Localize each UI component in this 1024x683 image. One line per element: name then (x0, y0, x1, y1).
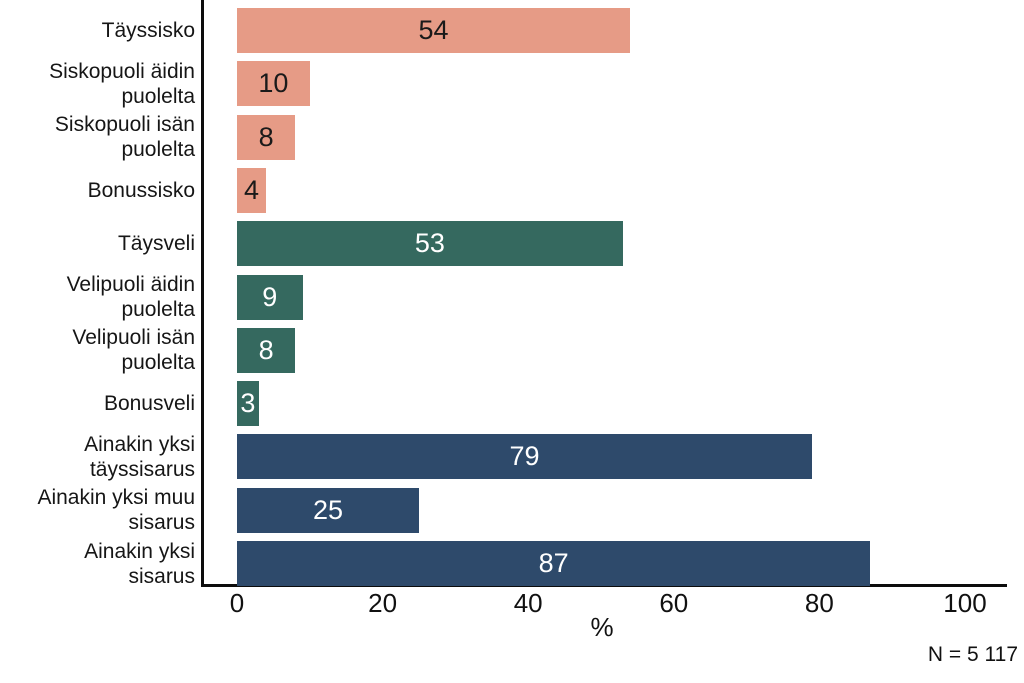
y-axis-line (201, 0, 204, 587)
bar (237, 114, 296, 160)
bar-value-label: 54 (418, 15, 449, 45)
sample-size-note: N = 5 117 (927, 643, 1018, 666)
bar (237, 167, 267, 213)
bar (237, 221, 623, 267)
bar-value-label: 3 (240, 388, 256, 419)
bar-value-label: 87 (538, 548, 569, 578)
bar-value-label: 79 (509, 441, 540, 472)
x-axis-title: % (590, 612, 614, 642)
bar (237, 8, 631, 53)
x-tick-label: 80 (804, 588, 834, 618)
category-label: Siskopuoli isän puolelta (54, 113, 195, 162)
category-label: Velipuoli isän puolelta (72, 326, 195, 375)
bar-value-label: 4 (244, 174, 260, 205)
bar (237, 61, 310, 107)
bar-value-label: 8 (258, 334, 274, 365)
bar-value-label: 10 (258, 68, 289, 99)
bar (237, 434, 813, 480)
bar-value-label: 9 (262, 281, 278, 312)
category-label: Bonussisko (87, 178, 195, 202)
bar (237, 327, 296, 373)
x-tick-label: 20 (368, 588, 398, 618)
category-label: Siskopuoli äidin puolelta (49, 59, 195, 108)
x-tick-label: 60 (659, 588, 689, 618)
x-tick-label: 40 (513, 588, 543, 618)
x-tick-label: 100 (943, 588, 987, 618)
bar (237, 274, 303, 320)
category-label: Ainakin yksi täyssisarus (84, 432, 195, 481)
bar (237, 541, 871, 586)
category-label: Velipuoli äidin puolelta (66, 273, 195, 321)
category-label: Ainakin yksi sisarus (84, 539, 195, 588)
bar (237, 487, 419, 533)
bar-value-label: 53 (414, 228, 445, 259)
bar-value-label: 25 (312, 494, 344, 525)
category-label: Täysveli (117, 232, 195, 256)
bar-value-label: 8 (258, 121, 274, 152)
category-label: Bonusveli (103, 392, 195, 416)
x-tick-label: 0 (229, 588, 245, 618)
category-label: Ainakin yksi muu sisarus (37, 486, 195, 535)
bar (237, 381, 259, 427)
category-label: Täyssisko (101, 19, 195, 42)
